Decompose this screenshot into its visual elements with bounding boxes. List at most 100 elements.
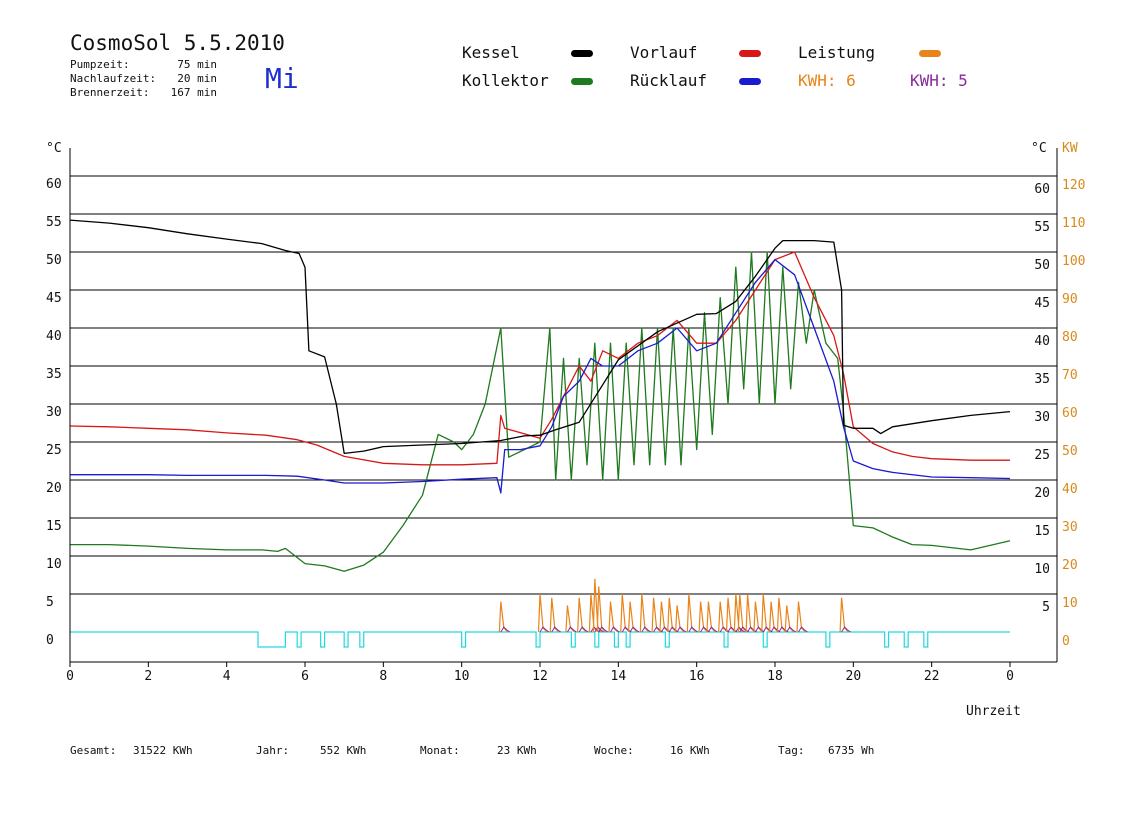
y2-tick: 120	[1062, 178, 1085, 193]
leistung-spike	[839, 597, 850, 633]
leistung-spike	[651, 597, 662, 633]
kwh-bump	[707, 626, 718, 633]
y-tick-right: 5	[1042, 600, 1050, 615]
legend-label-leistung: Leistung	[798, 43, 875, 62]
x-tick-label: 20	[846, 669, 862, 684]
x-tick-label: 12	[532, 669, 548, 684]
y2-tick: 110	[1062, 216, 1085, 231]
kwh-bump	[841, 626, 851, 633]
leistung-spike	[686, 593, 697, 633]
y-tick-left: 5	[46, 595, 54, 610]
kwh-bump	[727, 626, 738, 633]
pump-signal	[70, 631, 1010, 648]
y-tick-left: 60	[46, 177, 62, 192]
footer-value-woche: 16 KWh	[670, 744, 710, 757]
leistung-spike	[537, 593, 548, 633]
footer-label-gesamt: Gesamt:	[70, 744, 116, 757]
legend-swatch-kollektor	[571, 78, 593, 85]
y-tick-left: 30	[46, 405, 62, 420]
footer-value-monat: 23 KWh	[497, 744, 537, 757]
kwh-bump	[700, 626, 710, 633]
legend-label-kessel: Kessel	[462, 43, 520, 62]
grid	[70, 175, 1057, 595]
pump-line	[70, 631, 1010, 648]
footer-label-monat: Monat:	[420, 744, 460, 757]
y-tick-right: 50	[1034, 258, 1050, 273]
x-axis-label: Uhrzeit	[966, 704, 1021, 719]
chart-title: CosmoSol 5.5.2010	[70, 31, 285, 55]
legend-swatch-kessel	[571, 50, 593, 57]
y-tick-left: 25	[46, 443, 62, 458]
leistung-spike	[667, 597, 677, 633]
y2-tick: 80	[1062, 330, 1078, 345]
leistung-spike	[659, 601, 669, 633]
x-tick-label: 22	[924, 669, 940, 684]
y2-tick: 10	[1062, 596, 1078, 611]
legend-label-ruecklauf: Rücklauf	[630, 71, 707, 90]
leistung-spike	[596, 586, 607, 633]
footer-label-woche: Woche:	[594, 744, 634, 757]
kwh-bump	[539, 626, 550, 633]
footer-value-gesamt: 31522 KWh	[133, 744, 193, 757]
y2-tick: 90	[1062, 292, 1078, 307]
leistung-spike	[565, 605, 575, 633]
footer-totals: Gesamt: 31522 KWh Jahr: 552 KWh Monat: 2…	[70, 744, 874, 757]
kwh-bump	[676, 626, 687, 633]
series-line-kessel	[69, 219, 1011, 455]
stat-value-brennerzeit: 167 min	[171, 86, 217, 99]
stat-label-pumpzeit: Pumpzeit:	[70, 58, 130, 71]
kwh-bump	[629, 626, 640, 633]
y-tick-left: 55	[46, 215, 62, 230]
legend-label-kollektor: Kollektor	[462, 71, 549, 90]
leistung-spike	[639, 593, 650, 633]
series-line-ruecklauf	[70, 258, 1011, 494]
y2-tick: 20	[1062, 558, 1078, 573]
kwh-bump	[688, 626, 699, 633]
kwh-bump	[610, 626, 620, 633]
y-tick-left: 50	[46, 253, 62, 268]
kwh-bump	[653, 626, 663, 633]
stat-label-nachlaufzeit: Nachlaufzeit:	[70, 72, 156, 85]
leistung-spike	[745, 593, 756, 633]
y-right-unit: °C	[1031, 141, 1047, 156]
y2-tick: 70	[1062, 368, 1078, 383]
x-tick-label: 18	[767, 669, 783, 684]
footer-value-jahr: 552 KWh	[320, 744, 366, 757]
y-tick-right: 55	[1034, 220, 1050, 235]
y-ticks: 0 5 10 15 20 25 30 35 40 45 50 55 60 5 10 15 20 25 30 35 40 4…	[46, 177, 1085, 649]
leistung-spike	[718, 601, 728, 633]
kwh-bump	[770, 626, 781, 633]
kwh-bump	[578, 626, 589, 633]
y-tick-left: 20	[46, 481, 62, 496]
y-tick-right: 45	[1034, 296, 1050, 311]
x-tick-label: 0	[1006, 669, 1014, 684]
y2-tick: 60	[1062, 406, 1078, 421]
y-tick-right: 25	[1034, 448, 1050, 463]
x-tick-label: 14	[611, 669, 627, 684]
footer-label-jahr: Jahr:	[256, 744, 289, 757]
legend-swatch-ruecklauf	[739, 78, 761, 85]
legend-label-kwh-2: KWH: 5	[910, 71, 968, 90]
leistung-spike	[674, 605, 685, 633]
y-tick-right: 30	[1034, 410, 1050, 425]
y-left-unit: °C	[46, 141, 62, 156]
x-ticks: 0 2 4 6 8 10 12 14 16 18 20 22 0	[66, 662, 1014, 684]
leistung-spike	[549, 597, 560, 633]
kwh-bump	[621, 626, 632, 633]
leistung-spike	[768, 601, 779, 633]
x-tick-label: 10	[454, 669, 470, 684]
leistung-spike	[706, 601, 716, 633]
legend-label-kwh-1: KWH: 6	[798, 71, 856, 90]
legend-swatch-leistung	[919, 50, 941, 57]
y2-tick: 100	[1062, 254, 1085, 269]
y-tick-right: 15	[1034, 524, 1050, 539]
kwh-bump	[798, 626, 808, 633]
kwh-bump	[594, 626, 605, 633]
kwh-bump	[786, 626, 797, 633]
kwh-bump	[739, 626, 750, 633]
x-tick-label: 6	[301, 669, 309, 684]
kwh-bump	[641, 626, 652, 633]
series-lines	[69, 219, 1011, 572]
kwh-bump	[551, 626, 562, 633]
leistung-spike	[776, 597, 787, 633]
